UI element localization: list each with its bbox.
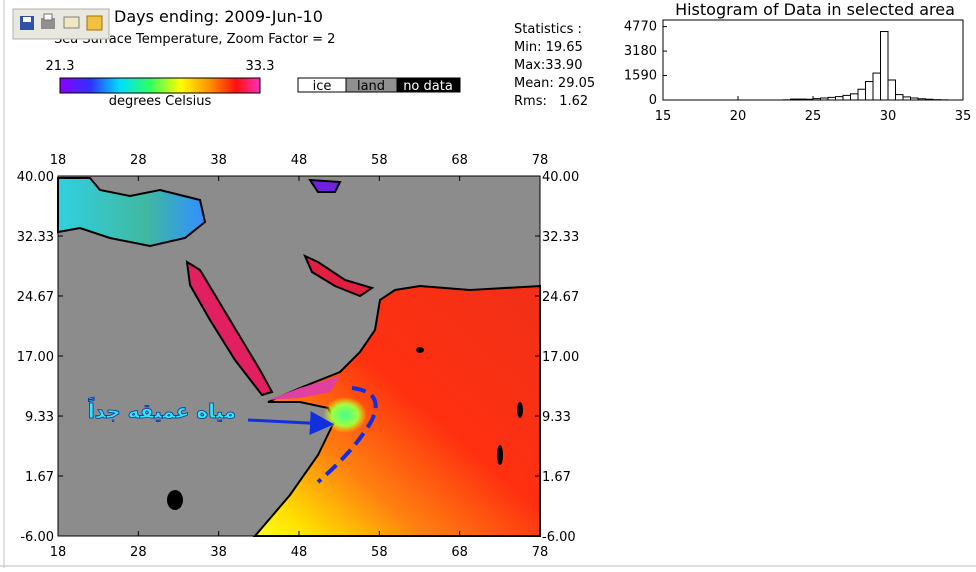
y-tick-label: 9.33 xyxy=(542,410,571,425)
annotation: مياه عميقه جداً xyxy=(88,397,236,423)
histogram-bar xyxy=(858,89,866,100)
histogram-bar xyxy=(888,80,896,100)
colorbar xyxy=(60,78,260,93)
histogram-bar xyxy=(866,82,874,100)
y-tick-label: 17.00 xyxy=(17,350,54,365)
save-icon-label xyxy=(23,17,31,22)
x-tick-label: 38 xyxy=(210,545,227,560)
title: Days ending: 2009-Jun-10 xyxy=(114,7,323,26)
y-tick-label: 0 xyxy=(649,93,657,108)
colorbar-max: 33.3 xyxy=(246,59,275,74)
y-tick-label: 1.67 xyxy=(25,470,54,485)
histogram-bar xyxy=(828,97,836,100)
x-tick-label: 78 xyxy=(532,153,549,168)
no-data-spot xyxy=(167,490,183,510)
histogram-bar xyxy=(806,99,814,100)
y-tick-label: 1.67 xyxy=(542,470,571,485)
histogram-bar xyxy=(918,99,926,100)
x-tick-label: 28 xyxy=(130,545,147,560)
legend-label: no data xyxy=(403,79,453,94)
legend-label: land xyxy=(357,79,385,94)
histogram: 15 20 25 30 35 0 1590 3180 4770 xyxy=(624,20,971,124)
histogram-title: Histogram of Data in selected area xyxy=(675,0,955,19)
histogram-bar xyxy=(881,32,889,100)
y-tick-label: 32.33 xyxy=(542,230,579,245)
y-tick-label: -6.00 xyxy=(20,530,54,545)
y-tick-label: 24.67 xyxy=(542,290,579,305)
x-tick-label: 38 xyxy=(210,153,227,168)
x-tick-label: 30 xyxy=(880,109,897,124)
histogram-frame xyxy=(663,20,963,100)
toolbar xyxy=(13,9,109,39)
no-data-spot xyxy=(517,402,523,418)
x-tick-label: 68 xyxy=(451,153,468,168)
y-tick-label: 40.00 xyxy=(542,170,579,185)
x-tick-label: 18 xyxy=(50,545,67,560)
y-tick-label: 24.67 xyxy=(17,290,54,305)
y-tick-label: 9.33 xyxy=(25,410,54,425)
legend-label: ice xyxy=(313,79,332,94)
histogram-bar xyxy=(821,98,829,100)
histogram-bar xyxy=(798,99,806,100)
x-tick-label: 20 xyxy=(730,109,747,124)
statistics-line: Rms: 1.62 xyxy=(514,94,588,109)
map: مياه عميقه جداً xyxy=(58,176,540,536)
histogram-bar xyxy=(896,95,904,100)
no-data-spot xyxy=(497,445,503,465)
statistics-line: Mean: 29.05 xyxy=(514,76,595,91)
x-tick-label: 78 xyxy=(532,545,549,560)
x-tick-label: 25 xyxy=(805,109,822,124)
histogram-bar xyxy=(813,99,821,100)
histogram-bar xyxy=(843,95,851,100)
x-tick-label: 48 xyxy=(291,153,308,168)
email-button[interactable] xyxy=(64,17,79,28)
statistics-line: Min: 19.65 xyxy=(514,40,583,55)
x-tick-label: 68 xyxy=(451,545,468,560)
histogram-bar xyxy=(911,98,919,100)
y-tick-label: 4770 xyxy=(624,20,657,35)
upwelling xyxy=(323,397,367,433)
no-data-spot xyxy=(416,347,424,353)
colorbar-min: 21.3 xyxy=(46,59,75,74)
x-tick-label: 15 xyxy=(655,109,672,124)
y-tick-label: 32.33 xyxy=(17,230,54,245)
histogram-bar xyxy=(873,73,881,100)
histogram-bar xyxy=(836,97,844,100)
histogram-bar xyxy=(791,99,799,100)
statistics-line: Max:33.90 xyxy=(514,58,582,73)
histogram-bar xyxy=(903,97,911,100)
y-tick-label: 3180 xyxy=(624,44,657,59)
x-tick-label: 18 xyxy=(50,153,67,168)
x-tick-label: 35 xyxy=(955,109,972,124)
y-tick-label: 1590 xyxy=(624,69,657,84)
x-tick-label: 58 xyxy=(371,153,388,168)
print-icon-paper xyxy=(44,14,52,20)
x-tick-label: 58 xyxy=(371,545,388,560)
histogram-bar xyxy=(926,99,934,100)
y-tick-label: 17.00 xyxy=(542,350,579,365)
colorbar-label: degrees Celsius xyxy=(109,94,212,109)
histogram-bar xyxy=(851,94,859,100)
x-tick-label: 28 xyxy=(130,153,147,168)
y-tick-label: -6.00 xyxy=(542,530,576,545)
statistics-title: Statistics : xyxy=(514,22,582,37)
y-tick-label: 40.00 xyxy=(17,170,54,185)
open-button[interactable] xyxy=(87,16,102,30)
x-tick-label: 48 xyxy=(291,545,308,560)
